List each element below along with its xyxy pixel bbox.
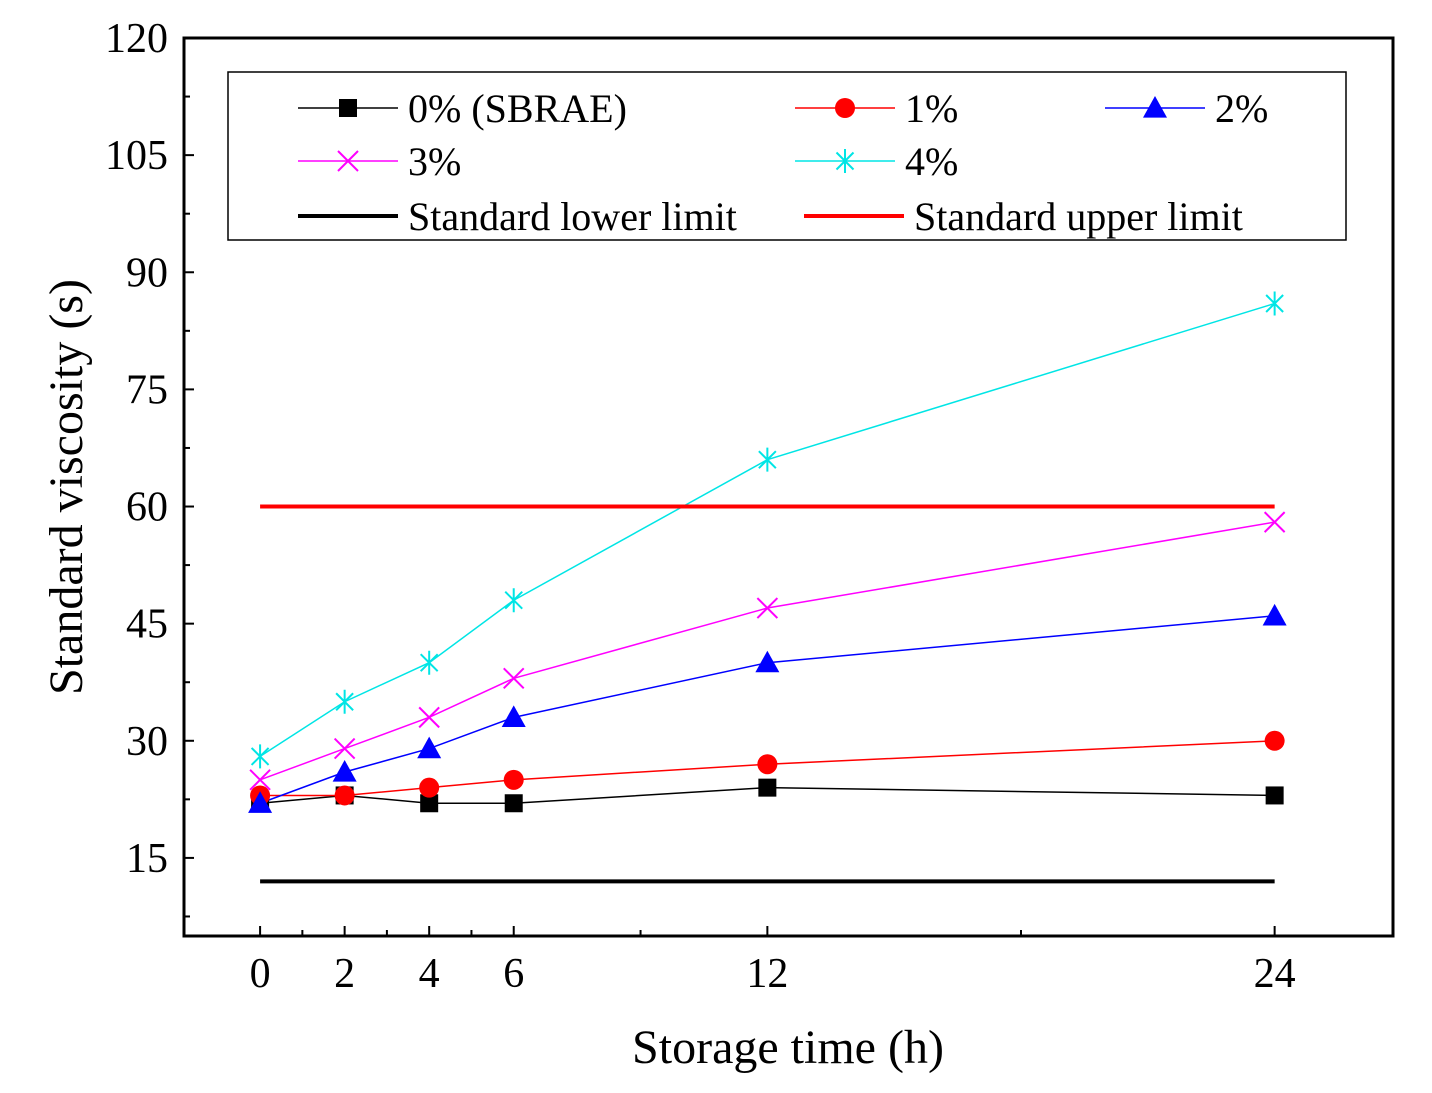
data-point (249, 769, 271, 791)
data-point (503, 667, 525, 690)
legend-label: 1% (905, 86, 958, 131)
y-tick-label: 15 (126, 836, 168, 882)
y-tick-label: 75 (126, 367, 168, 413)
data-point (248, 791, 273, 813)
data-point (757, 754, 778, 775)
x-tick-label: 2 (334, 951, 355, 997)
legend-box (227, 71, 1347, 241)
y-tick-label: 90 (126, 250, 168, 296)
data-point (1262, 603, 1287, 626)
data-point (504, 794, 523, 813)
data-point (1264, 730, 1285, 751)
series-line (259, 521, 1275, 781)
x-tick-label: 6 (503, 951, 524, 997)
y-tick-label: 105 (105, 133, 168, 179)
legend-marker (337, 150, 359, 172)
legend-marker (835, 98, 855, 118)
data-point (420, 794, 439, 813)
data-point (756, 597, 779, 619)
data-point (419, 650, 439, 675)
y-tick-label: 30 (126, 719, 168, 765)
series-markers (248, 291, 1287, 813)
x-tick-label: 24 (1254, 951, 1296, 997)
legend-label: 4% (905, 139, 958, 184)
legend-label: 2% (1215, 86, 1268, 131)
y-axis-title: Standard viscosity (s) (40, 279, 93, 695)
data-point (333, 737, 356, 760)
data-point (1265, 786, 1284, 805)
data-point (1263, 511, 1286, 533)
legend-label: 0% (SBRAE) (408, 86, 627, 131)
series-line (260, 786, 1275, 805)
data-point (755, 650, 780, 673)
data-point (758, 778, 777, 797)
legend-label: 3% (408, 139, 461, 184)
y-tick-label: 45 (126, 602, 168, 648)
data-point (419, 777, 440, 798)
y-tick-label: 60 (126, 485, 168, 531)
data-point (250, 744, 270, 769)
series-line (259, 302, 1275, 758)
data-point (501, 705, 526, 727)
data-point (335, 689, 354, 714)
legend: 0% (SBRAE) 1% 2% 3% 4% Standard lower limit St… (227, 71, 1347, 241)
x-tick-label: 4 (419, 951, 440, 997)
reference-lines (260, 504, 1275, 884)
data-point (1265, 291, 1284, 316)
series-line (260, 740, 1275, 797)
plot-frame (182, 36, 1395, 938)
x-axis-title: Storage time (h) (632, 1021, 944, 1074)
data-point (504, 588, 523, 613)
legend-label: Standard upper limit (914, 194, 1243, 239)
x-tick-label: 12 (746, 951, 788, 997)
series-lines (259, 302, 1275, 805)
data-point (418, 706, 440, 729)
legend-label: Standard lower limit (408, 194, 737, 239)
legend-marker (835, 149, 855, 173)
data-point (503, 769, 524, 790)
data-point (758, 447, 777, 472)
y-tick-label: 120 (105, 16, 168, 62)
x-tick-label: 0 (250, 951, 271, 997)
series-line (259, 615, 1275, 804)
data-point (334, 785, 355, 806)
data-point (417, 736, 442, 759)
legend-marker (1143, 96, 1167, 118)
legend-marker (339, 99, 357, 117)
data-point (332, 760, 357, 782)
